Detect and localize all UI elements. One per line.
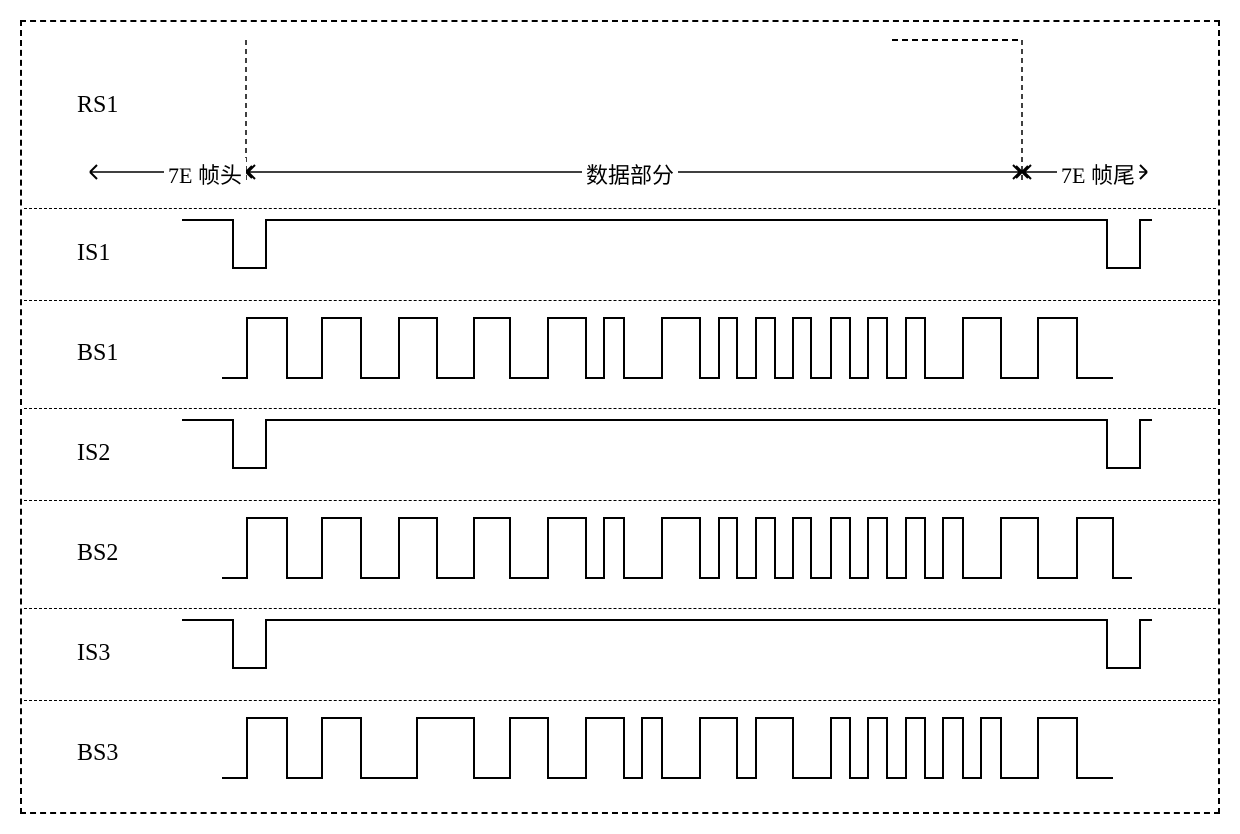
signal-row-RS1: RS17E 帧头数据部分7E 帧尾 [22, 22, 1218, 208]
signal-row-IS1: IS1 [22, 208, 1218, 300]
waveform-IS2 [22, 408, 1218, 500]
waveform-IS1 [22, 208, 1218, 300]
signal-row-IS3: IS3 [22, 608, 1218, 700]
signal-row-BS1: BS1 [22, 300, 1218, 408]
annotation-left_label: 7E 帧头 [164, 158, 246, 190]
annotation-middle_label: 数据部分 [582, 158, 678, 190]
signal-row-BS3: BS3 [22, 700, 1218, 808]
waveform-IS3 [22, 608, 1218, 700]
waveform-BS2 [22, 500, 1218, 608]
waveform-BS3 [22, 700, 1218, 808]
signal-row-BS2: BS2 [22, 500, 1218, 608]
annotation-right_label: 7E 帧尾 [1057, 158, 1139, 190]
timing-diagram: RS17E 帧头数据部分7E 帧尾IS1BS1IS2BS2IS3BS3 [20, 20, 1220, 814]
waveform-BS1 [22, 300, 1218, 408]
signal-row-IS2: IS2 [22, 408, 1218, 500]
